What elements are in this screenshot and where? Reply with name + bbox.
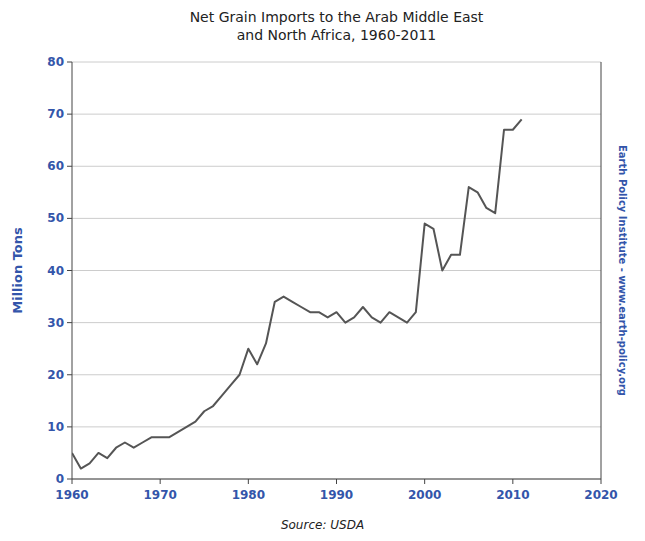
- grid-line: [72, 426, 601, 427]
- credit-note: Earth Policy Institute - www.earth-polic…: [617, 145, 628, 396]
- x-tick-label: 1990: [320, 488, 353, 502]
- y-tick-label: 30: [47, 316, 64, 330]
- x-tick-label: 2000: [408, 488, 441, 502]
- x-tick-label: 2010: [496, 488, 529, 502]
- y-tick: [67, 166, 72, 167]
- y-tick: [67, 426, 72, 427]
- grid-line: [72, 62, 601, 63]
- grid-line: [72, 218, 601, 219]
- x-axis-line: [72, 479, 601, 480]
- grid-line: [72, 374, 601, 375]
- chart: Net Grain Imports to the Arab Middle Eas…: [0, 0, 645, 541]
- grid-line: [72, 479, 601, 480]
- right-axis-line: [601, 62, 602, 479]
- x-tick-label: 1970: [143, 488, 176, 502]
- grid-line: [72, 270, 601, 271]
- y-axis-line: [72, 62, 73, 479]
- grid-line: [72, 322, 601, 323]
- y-tick-label: 0: [56, 472, 64, 486]
- y-tick: [67, 270, 72, 271]
- y-tick-label: 50: [47, 211, 64, 225]
- x-tick: [248, 479, 249, 484]
- y-tick-label: 80: [47, 55, 64, 69]
- y-axis-label: Million Tons: [10, 227, 25, 314]
- x-tick: [424, 479, 425, 484]
- y-tick: [67, 322, 72, 323]
- x-tick: [160, 479, 161, 484]
- y-tick: [67, 114, 72, 115]
- x-tick: [601, 479, 602, 484]
- x-tick-label: 1980: [232, 488, 265, 502]
- y-tick: [67, 218, 72, 219]
- x-tick: [72, 479, 73, 484]
- x-tick-label: 2020: [584, 488, 617, 502]
- source-note: Source: USDA: [281, 518, 364, 532]
- grid-line: [72, 166, 601, 167]
- title: Net Grain Imports to the Arab Middle Eas…: [190, 9, 484, 43]
- y-tick-label: 20: [47, 368, 64, 382]
- x-tick-label: 1960: [55, 488, 88, 502]
- title-line: and North Africa, 1960-2011: [237, 27, 437, 43]
- y-tick-label: 40: [47, 264, 64, 278]
- x-tick: [336, 479, 337, 484]
- grid: [72, 62, 601, 479]
- y-tick-label: 10: [47, 420, 64, 434]
- y-tick-label: 70: [47, 107, 64, 121]
- title-line: Net Grain Imports to the Arab Middle Eas…: [190, 9, 484, 25]
- y-tick: [67, 479, 72, 480]
- grid-line: [72, 114, 601, 115]
- y-tick: [67, 62, 72, 63]
- data-line: [72, 119, 522, 468]
- y-tick: [67, 374, 72, 375]
- y-tick-label: 60: [47, 159, 64, 173]
- x-tick: [512, 479, 513, 484]
- plot-area: [72, 119, 522, 468]
